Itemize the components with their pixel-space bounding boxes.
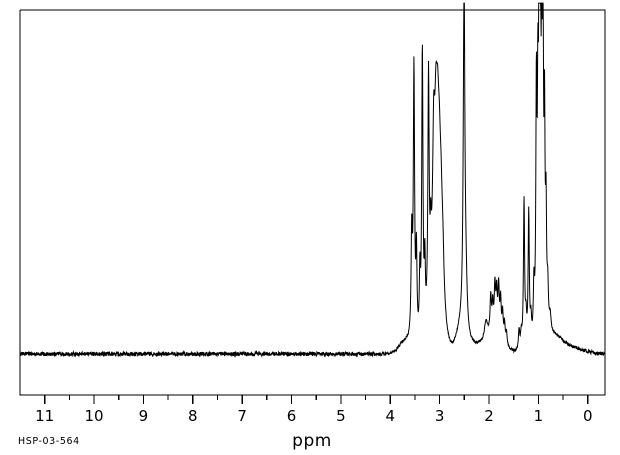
x-axis-tick-label: 5 — [336, 407, 346, 425]
x-axis-tick-labels: 11 10 9 8 7 6 5 4 3 2 1 0 — [35, 407, 592, 425]
x-axis-tick-label: 6 — [287, 407, 297, 425]
x-axis-tick-label: 10 — [85, 407, 104, 425]
sample-id-label: HSP-03-564 — [18, 436, 80, 447]
x-axis-ticks — [44, 395, 589, 404]
x-axis-tick-label: 8 — [188, 407, 198, 425]
x-axis-tick-label: 1 — [534, 407, 544, 425]
x-axis-tick-label: 2 — [484, 407, 494, 425]
x-axis-tick-label: 3 — [435, 407, 445, 425]
plot-frame — [19, 9, 606, 396]
x-axis-tick-label: 9 — [139, 407, 149, 425]
x-axis-title: ppm — [292, 431, 332, 451]
x-axis-tick-label: 4 — [385, 407, 395, 425]
x-axis-tick-label: 7 — [237, 407, 247, 425]
x-axis-tick-label: 0 — [583, 407, 593, 425]
spectrum-trace — [19, 2, 606, 358]
x-axis-tick-label: 11 — [35, 407, 54, 425]
spectrum-trace-group — [19, 2, 606, 358]
